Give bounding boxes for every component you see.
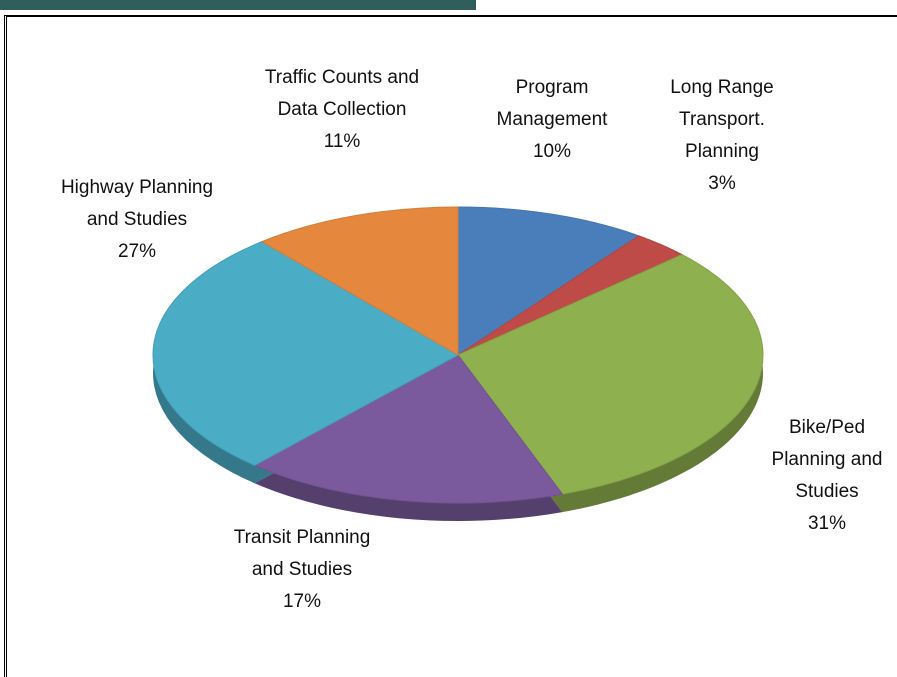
value-label: 11%: [323, 131, 361, 152]
value-label: 3%: [708, 173, 736, 194]
category-label: Long Range Transport. Planning: [670, 77, 774, 162]
value-label: 10%: [532, 141, 572, 162]
top-bar: [0, 0, 476, 10]
slice-label: Long Range Transport. Planning 3%: [657, 72, 787, 200]
chart-frame: Program Management 10% Long Range Transpor…: [4, 15, 897, 677]
slice: [260, 206, 459, 356]
slice: [253, 354, 564, 504]
slice-label: Bike/Ped Planning and Studies 31%: [752, 412, 897, 540]
slice-label: Program Management 10%: [477, 72, 627, 168]
category-label: Program Management: [496, 77, 608, 130]
slice: [152, 241, 460, 466]
slice-label: Transit Planning and Studies 17%: [227, 522, 377, 618]
category-label: Traffic Counts and Data Collection: [264, 67, 420, 120]
slice: [457, 254, 764, 495]
value-label: 31%: [807, 513, 847, 534]
chart: [152, 206, 764, 521]
category-label: Highway Planning and Studies: [60, 177, 214, 230]
slice: [457, 206, 640, 356]
value-label: 17%: [282, 591, 322, 612]
value-label: 27%: [117, 241, 157, 262]
category-label: Bike/Ped Planning and Studies: [771, 417, 883, 502]
category-label: Transit Planning and Studies: [233, 527, 371, 580]
slice-label: Highway Planning and Studies 27%: [57, 172, 217, 268]
slice-label: Traffic Counts and Data Collection 11%: [262, 62, 422, 158]
